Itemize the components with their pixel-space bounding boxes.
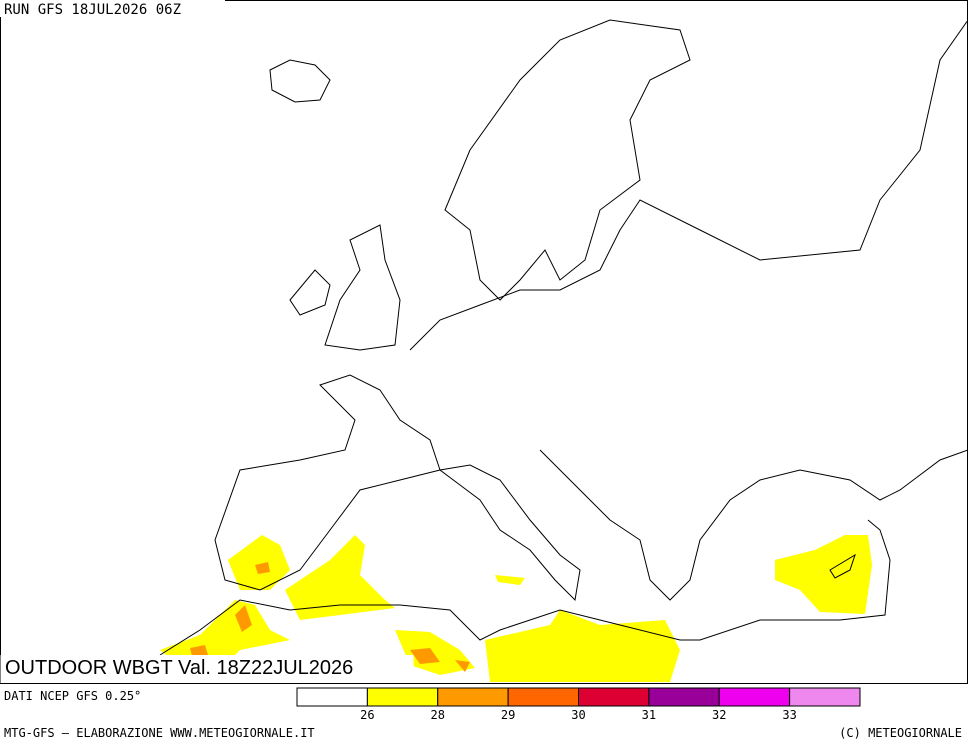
map: OUTDOOR WBGT Val. 18Z22JUL2026 RUN GFS 1… bbox=[0, 0, 968, 684]
hot-spot bbox=[455, 660, 470, 672]
colorbar-box bbox=[507, 687, 579, 707]
coastline bbox=[159, 519, 891, 656]
heat-area bbox=[775, 535, 872, 614]
footer-left: MTG-GFS — ELABORAZIONE WWW.METEOGIORNALE… bbox=[4, 726, 315, 740]
coastline bbox=[539, 449, 968, 601]
run-label: RUN GFS 18JUL2026 06Z bbox=[4, 2, 181, 18]
colorbar-tick-label: 28 bbox=[431, 708, 445, 722]
colorbar-tick-label: 26 bbox=[360, 708, 374, 722]
coastlines bbox=[159, 19, 968, 656]
colorbar: 26 28 29 30 31 32 33 bbox=[296, 687, 861, 722]
colorbar-box bbox=[648, 687, 720, 707]
run-box bbox=[0, 0, 225, 17]
hot-spots bbox=[190, 562, 470, 672]
source-label: DATI NCEP GFS 0.25° bbox=[4, 689, 141, 703]
colorbar-tick-label: 32 bbox=[712, 708, 726, 722]
map-title: OUTDOOR WBGT Val. 18Z22JUL2026 bbox=[5, 657, 353, 679]
heat-area bbox=[160, 600, 290, 660]
colorbar-box bbox=[366, 687, 439, 707]
coastline bbox=[829, 553, 856, 579]
colorbar-box bbox=[578, 687, 650, 707]
colorbar-box bbox=[437, 687, 509, 707]
coastline bbox=[269, 59, 331, 103]
coastline bbox=[438, 464, 581, 602]
heat-area bbox=[395, 630, 475, 675]
colorbar-box bbox=[718, 687, 791, 707]
coastline bbox=[324, 224, 401, 351]
hot-spot bbox=[410, 648, 440, 664]
coastline bbox=[289, 269, 331, 316]
hot-spot bbox=[190, 645, 208, 656]
title-box bbox=[0, 655, 414, 683]
hot-spot bbox=[255, 562, 270, 574]
colorbar-tick-label: 30 bbox=[571, 708, 585, 722]
colorbar-tick-label: 33 bbox=[782, 708, 796, 722]
footer-right: (C) METEOGIORNALE bbox=[839, 726, 962, 740]
hot-spot bbox=[235, 605, 252, 632]
colorbar-box bbox=[296, 687, 368, 707]
colorbar-tick-label: 31 bbox=[642, 708, 656, 722]
heat-area bbox=[285, 535, 395, 620]
heat-area bbox=[495, 575, 525, 585]
heat-area bbox=[228, 535, 290, 590]
colorbar-box bbox=[789, 687, 861, 707]
coastline bbox=[444, 19, 691, 301]
coastline bbox=[214, 374, 441, 591]
colorbar-tick-label: 29 bbox=[501, 708, 515, 722]
coastline bbox=[409, 19, 968, 351]
